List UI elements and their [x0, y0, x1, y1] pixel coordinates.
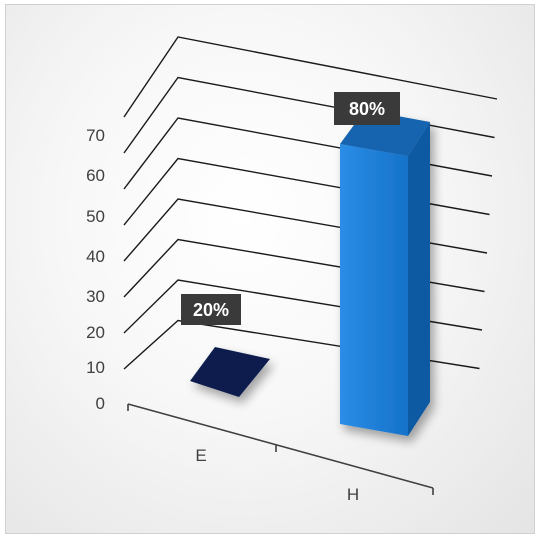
x-axis: E H [127, 403, 434, 504]
bar-h-front [340, 144, 408, 436]
data-label-e-text: 20% [193, 300, 229, 320]
bars [190, 110, 430, 436]
y-tick-label-70: 70 [86, 126, 105, 145]
y-tick-label-50: 50 [86, 207, 105, 226]
data-label-e: 20% [181, 294, 241, 325]
y-tick-label-40: 40 [86, 247, 105, 266]
data-label-h-text: 80% [349, 99, 385, 119]
x-tick-label-h: H [347, 485, 359, 504]
y-axis-tick-labels: 0 10 20 30 40 50 60 70 [86, 126, 105, 413]
data-label-h: 80% [334, 92, 400, 125]
x-tick-label-e: E [195, 446, 206, 465]
bar-h [340, 110, 430, 436]
bar-h-side [408, 122, 430, 436]
y-tick-label-20: 20 [86, 323, 105, 342]
bar-e-top [190, 347, 270, 397]
chart-area [5, 4, 535, 534]
gridline-30 [123, 238, 485, 298]
gridline-50 [123, 157, 490, 226]
gridlines [123, 36, 498, 370]
y-tick-label-30: 30 [86, 287, 105, 306]
gridline-80 [123, 36, 498, 118]
data-label-h-background [334, 92, 400, 125]
y-tick-label-10: 10 [86, 358, 105, 377]
data-label-e-background [181, 294, 241, 325]
gridline-40 [123, 198, 488, 262]
bar-e [190, 347, 270, 397]
x-axis-line [127, 403, 434, 489]
y-tick-label-60: 60 [86, 166, 105, 185]
gridline-60 [123, 117, 493, 190]
data-labels: 20% 80% [181, 92, 400, 325]
y-tick-label-0: 0 [96, 394, 105, 413]
